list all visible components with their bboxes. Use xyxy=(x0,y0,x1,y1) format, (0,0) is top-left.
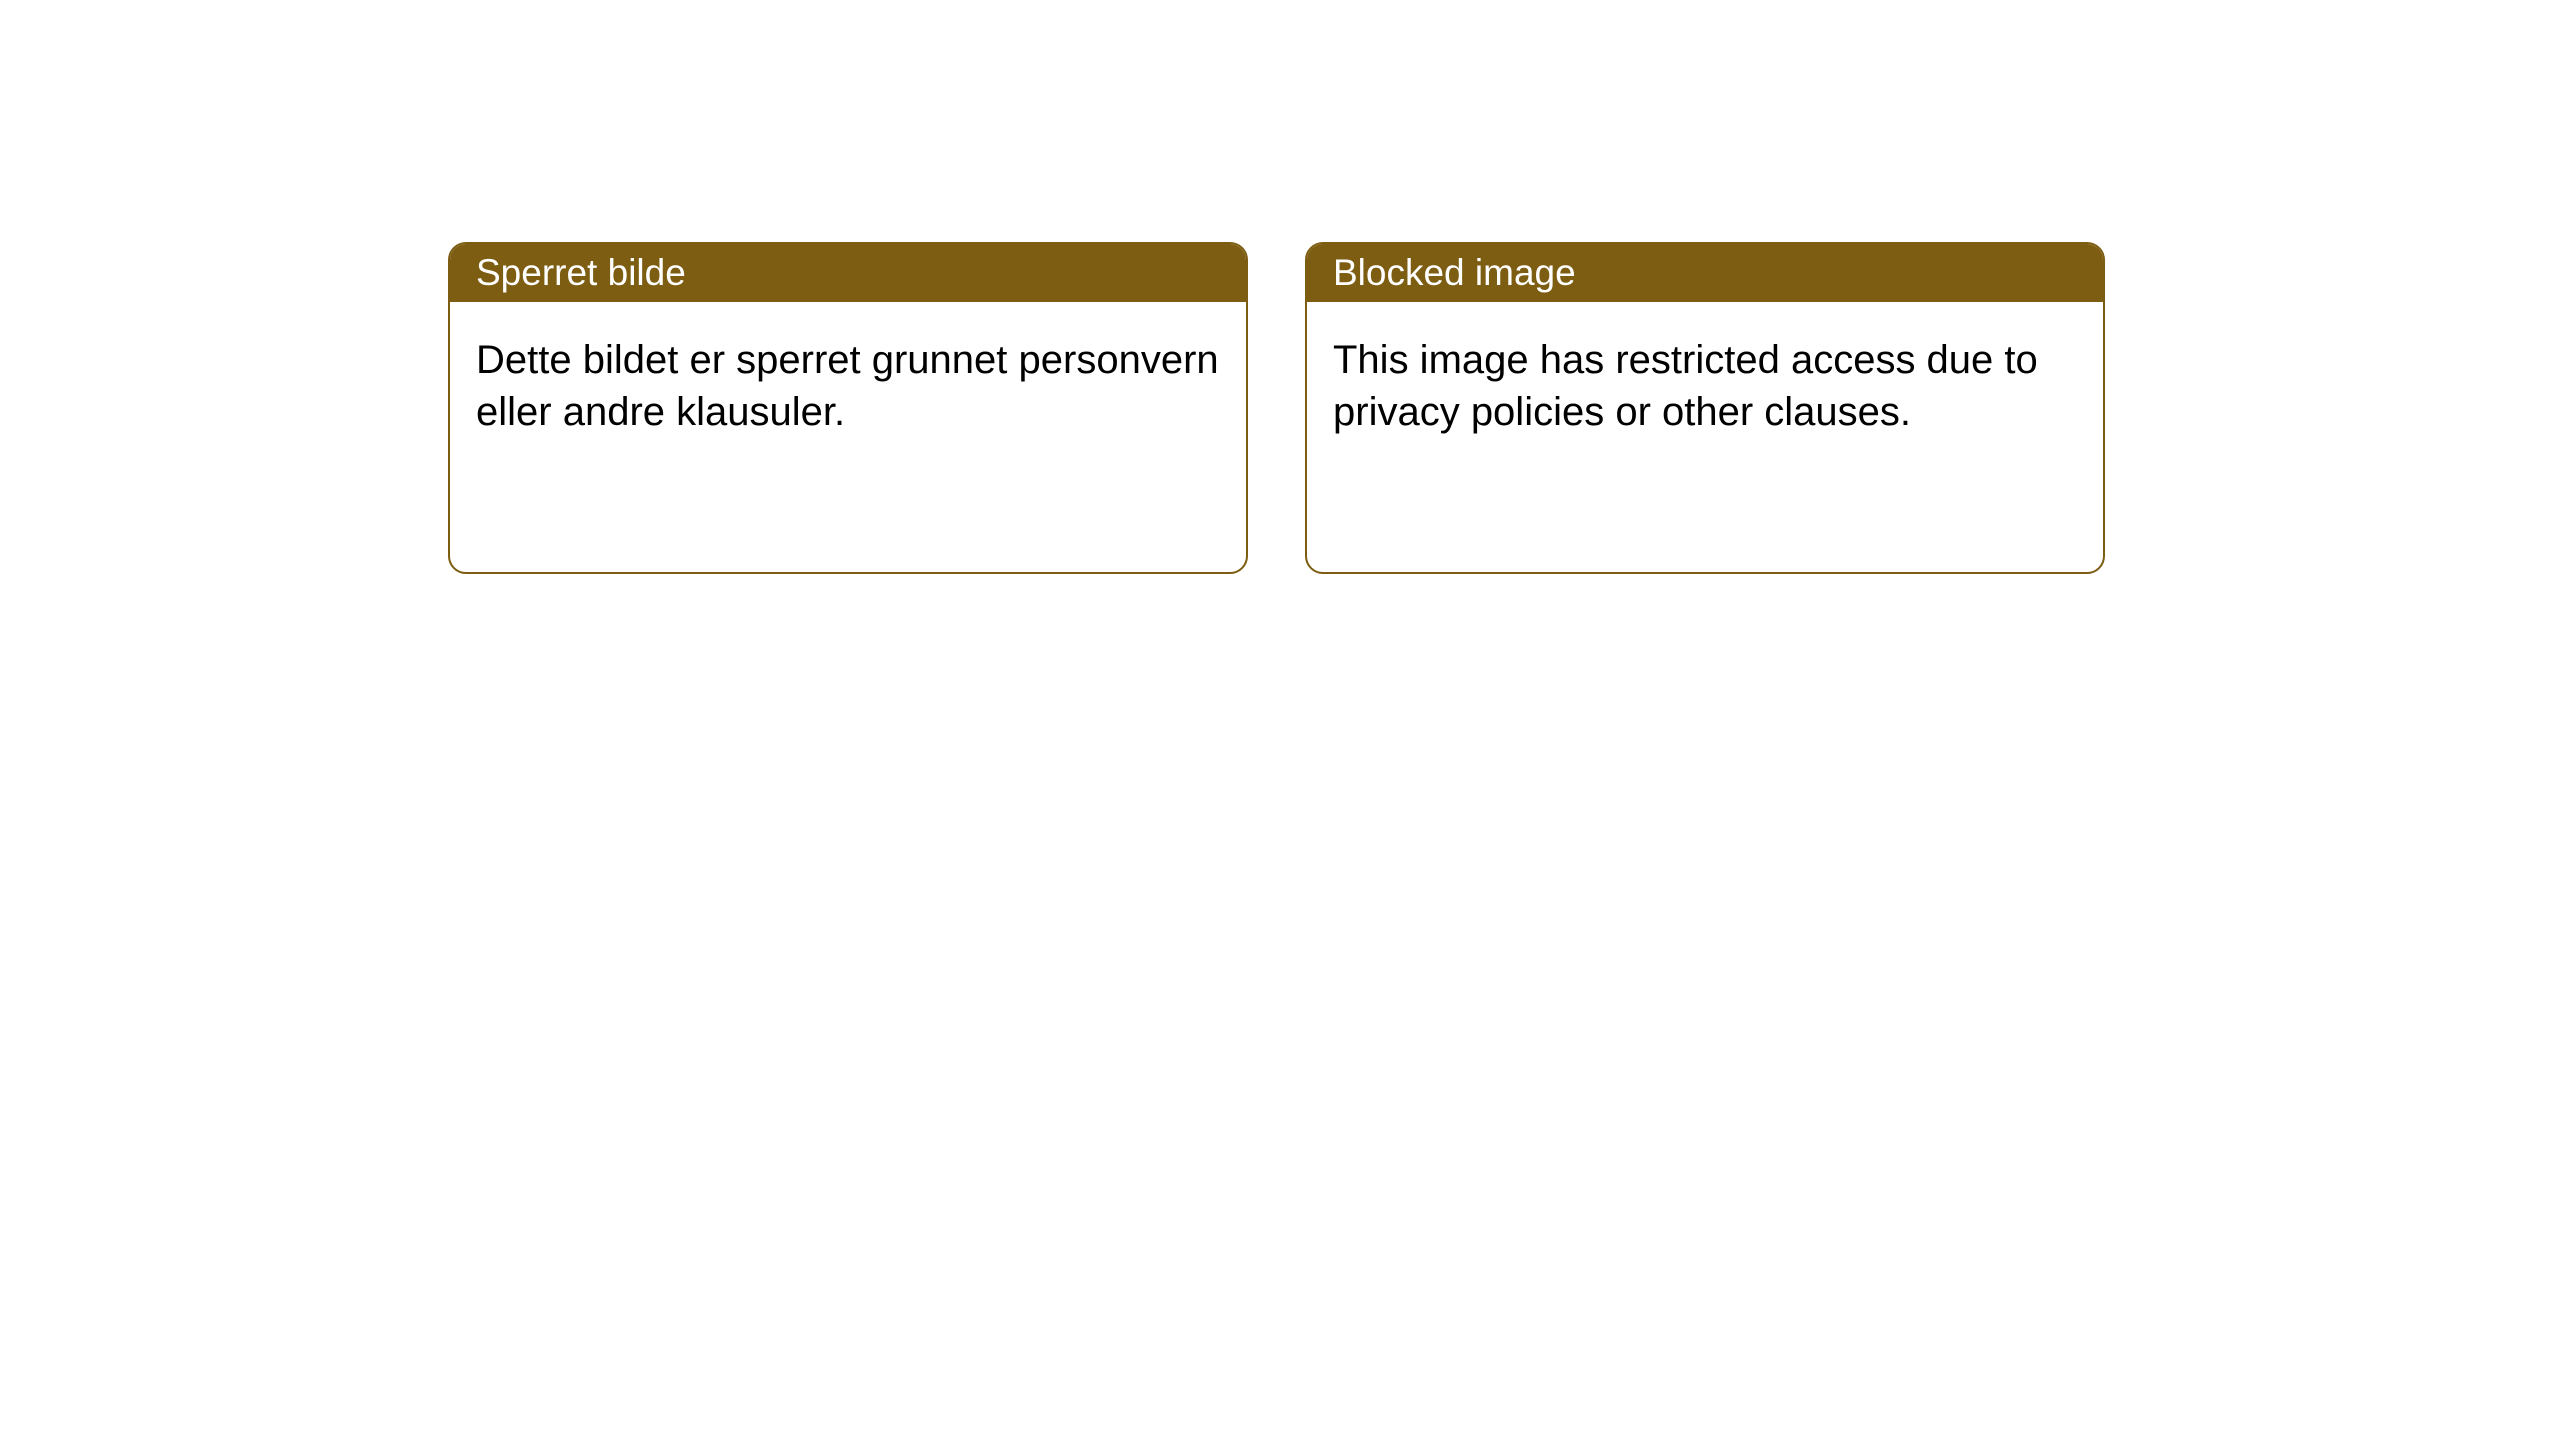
notice-card-body: Dette bildet er sperret grunnet personve… xyxy=(450,302,1246,572)
notice-card-title: Sperret bilde xyxy=(450,244,1246,302)
notice-card-english: Blocked image This image has restricted … xyxy=(1305,242,2105,574)
notice-container: Sperret bilde Dette bildet er sperret gr… xyxy=(0,0,2560,574)
notice-card-title: Blocked image xyxy=(1307,244,2103,302)
notice-card-norwegian: Sperret bilde Dette bildet er sperret gr… xyxy=(448,242,1248,574)
notice-card-body: This image has restricted access due to … xyxy=(1307,302,2103,572)
